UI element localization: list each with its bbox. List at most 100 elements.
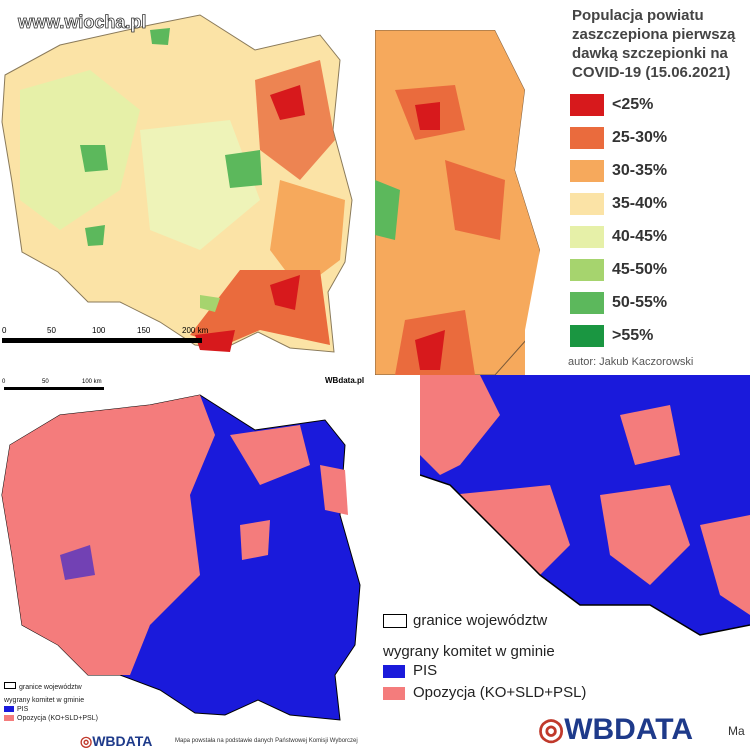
legend-swatch — [570, 193, 604, 215]
region — [20, 70, 140, 230]
legend-swatch — [570, 325, 604, 347]
opposition-area — [240, 520, 270, 560]
opposition-area — [320, 465, 348, 515]
legend-label: Opozycja (KO+SLD+PSL) — [17, 715, 98, 722]
legend-label: Opozycja (KO+SLD+PSL) — [413, 684, 587, 701]
legend-border: granice województw — [4, 682, 82, 691]
watermark: www.wiocha.pl — [17, 12, 146, 32]
legend-label: 30-35% — [612, 162, 668, 180]
brand-text: WBDATA — [564, 713, 694, 746]
legend-title: wygrany komitet w gminie — [4, 697, 85, 704]
brand-text: WBDATA — [92, 733, 153, 749]
scale-label: 150 — [137, 326, 151, 335]
source-note: Mapa powstała na podstawie danych Państw… — [175, 738, 358, 744]
legend-border-label: granice województw — [19, 684, 82, 691]
legend-label: <25% — [612, 96, 654, 114]
legend-item: PIS — [383, 662, 586, 684]
brand: ◎WBDATA — [80, 733, 153, 749]
pis-area — [145, 620, 175, 665]
opposition-area — [230, 425, 310, 485]
region — [415, 102, 440, 130]
opposition-area — [450, 485, 570, 585]
legend-label: 40-45% — [612, 228, 668, 246]
legend: PIS Opozycja (KO+SLD+PSL) — [383, 662, 586, 706]
legend-label: 25-30% — [612, 129, 668, 147]
legend-border: granice województw — [383, 612, 547, 629]
legend-item: Opozycja (KO+SLD+PSL) — [383, 684, 586, 706]
legend-title: wygrany komitet w gminie — [383, 643, 555, 660]
source-note: Ma — [728, 724, 745, 738]
region — [445, 160, 505, 240]
legend-border-label: granice województw — [413, 612, 548, 629]
legend-label: PIS — [413, 662, 438, 679]
legend-item: 45-50% — [570, 259, 667, 292]
author: autor: Jakub Kaczorowski — [568, 356, 694, 368]
scale-label: 100 km — [82, 379, 102, 385]
brand: ◎WBDATA — [538, 713, 694, 746]
source-site: WBdata.pl — [325, 376, 364, 385]
legend-item: 35-40% — [570, 193, 667, 226]
legend-swatch — [4, 715, 14, 722]
legend-item: 30-35% — [570, 160, 667, 193]
opposition-area — [420, 375, 500, 475]
legend-label: PIS — [17, 706, 29, 713]
scale-bar — [4, 387, 104, 390]
legend-swatch — [383, 686, 405, 700]
legend-item: PIS — [4, 706, 98, 715]
scale-label: 50 — [42, 379, 49, 385]
legend-swatch — [4, 706, 14, 713]
region — [80, 145, 108, 172]
legend: <25% 25-30% 30-35% 35-40% 40-45% 45-50% 50-55%… — [570, 94, 667, 358]
legend-label: >55% — [612, 327, 654, 345]
legend-item: 50-55% — [570, 292, 667, 325]
opposition-area — [700, 515, 750, 615]
vaccination-map: www.wiocha.pl 0 50 100 150 200 km — [0, 0, 372, 370]
scale-label: 50 — [47, 326, 56, 335]
region — [255, 60, 335, 180]
opposition-area — [600, 485, 690, 585]
legend-item: 25-30% — [570, 127, 667, 160]
scale-bar — [2, 338, 202, 343]
legend-label: 45-50% — [612, 261, 668, 279]
legend-swatch — [570, 127, 604, 149]
outside — [420, 475, 750, 665]
vaccination-zoom — [375, 30, 540, 375]
legend-swatch — [570, 94, 604, 116]
outside — [495, 30, 540, 375]
region — [85, 225, 105, 246]
region — [270, 275, 300, 310]
legend-item: >55% — [570, 325, 667, 358]
region — [200, 295, 220, 312]
region — [150, 28, 170, 45]
legend-item: <25% — [570, 94, 667, 127]
opposition-area — [2, 395, 215, 675]
region — [415, 330, 445, 370]
region — [375, 180, 400, 240]
legend-swatch — [383, 664, 405, 678]
region — [270, 85, 305, 120]
pis-area — [60, 545, 95, 580]
region — [140, 120, 260, 250]
legend-label: 50-55% — [612, 294, 668, 312]
opposition-area — [620, 405, 680, 465]
scale-label: 200 km — [182, 326, 209, 335]
region — [225, 150, 262, 188]
region — [270, 180, 345, 290]
legend-label: 35-40% — [612, 195, 668, 213]
scale-label: 0 — [2, 379, 6, 385]
legend-swatch — [570, 226, 604, 248]
legend-swatch — [570, 292, 604, 314]
border — [420, 474, 750, 636]
legend-swatch — [570, 160, 604, 182]
region — [195, 330, 235, 352]
legend-swatch — [570, 259, 604, 281]
legend: PIS Opozycja (KO+SLD+PSL) — [4, 706, 98, 724]
scale-label: 100 — [92, 326, 106, 335]
scale-label: 0 — [2, 326, 7, 335]
legend-item: 40-45% — [570, 226, 667, 259]
legend-item: Opozycja (KO+SLD+PSL) — [4, 715, 98, 724]
election-map: 0 50 100 km WBdata.pl — [0, 375, 375, 750]
election-zoom — [420, 375, 750, 665]
legend-title: Populacja powiatu zaszczepiona pierwszą … — [572, 7, 736, 81]
